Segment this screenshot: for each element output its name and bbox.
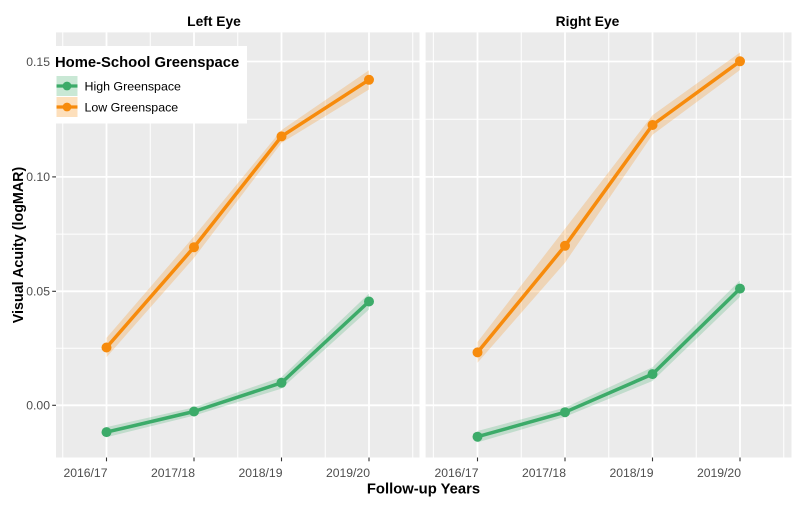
svg-text:2019/20: 2019/20 — [326, 466, 370, 480]
svg-text:0.15: 0.15 — [26, 55, 50, 69]
svg-text:2017/18: 2017/18 — [151, 466, 195, 480]
svg-text:2017/18: 2017/18 — [522, 466, 566, 480]
svg-text:High Greenspace: High Greenspace — [85, 79, 182, 93]
svg-text:Follow-up Years: Follow-up Years — [367, 482, 480, 498]
svg-text:Home-School Greenspace: Home-School Greenspace — [55, 55, 239, 71]
svg-text:Low Greenspace: Low Greenspace — [85, 100, 179, 114]
svg-text:2016/17: 2016/17 — [434, 466, 478, 480]
svg-text:0.10: 0.10 — [26, 170, 50, 184]
svg-text:0.05: 0.05 — [26, 285, 50, 299]
svg-text:2016/17: 2016/17 — [63, 466, 107, 480]
svg-text:2018/19: 2018/19 — [609, 466, 653, 480]
svg-text:Right Eye: Right Eye — [556, 14, 620, 29]
svg-text:2019/20: 2019/20 — [697, 466, 741, 480]
svg-text:0.00: 0.00 — [26, 399, 50, 413]
svg-text:2018/19: 2018/19 — [238, 466, 282, 480]
svg-text:Visual Acuity (logMAR): Visual Acuity (logMAR) — [11, 167, 27, 324]
svg-text:Left Eye: Left Eye — [187, 14, 241, 29]
